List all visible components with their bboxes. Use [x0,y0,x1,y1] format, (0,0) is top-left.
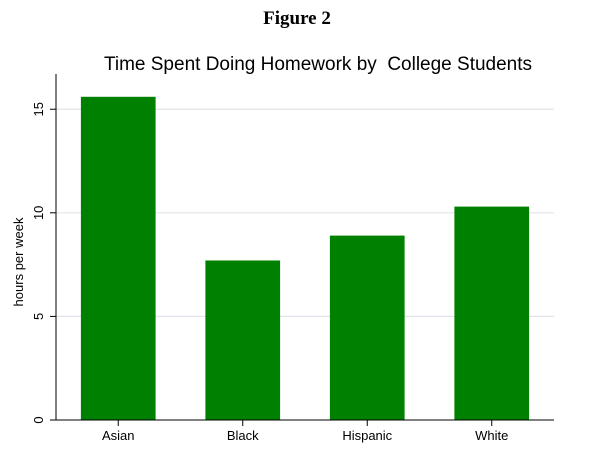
y-tick-label: 10 [31,206,46,220]
bar-white [454,206,530,420]
bar-asian [80,96,156,421]
x-category-label: Asian [102,428,135,443]
chart-title: Time Spent Doing Homework by College Stu… [103,54,533,75]
figure-label: Figure 2 [263,8,331,29]
x-category-labels: Asian Black Hispanic White [102,420,508,443]
y-tick-label: 15 [31,102,46,116]
x-category-label: Black [227,428,259,443]
y-ticks: 0 5 10 15 [31,102,56,424]
x-category-label: Hispanic [342,428,392,443]
bars [80,96,530,421]
y-tick-label: 0 [31,416,46,423]
y-axis-title: hours per week [11,217,26,306]
bar-hispanic [329,235,405,420]
x-category-label: White [475,428,508,443]
bar-black [205,260,281,420]
y-tick-label: 5 [31,313,46,320]
